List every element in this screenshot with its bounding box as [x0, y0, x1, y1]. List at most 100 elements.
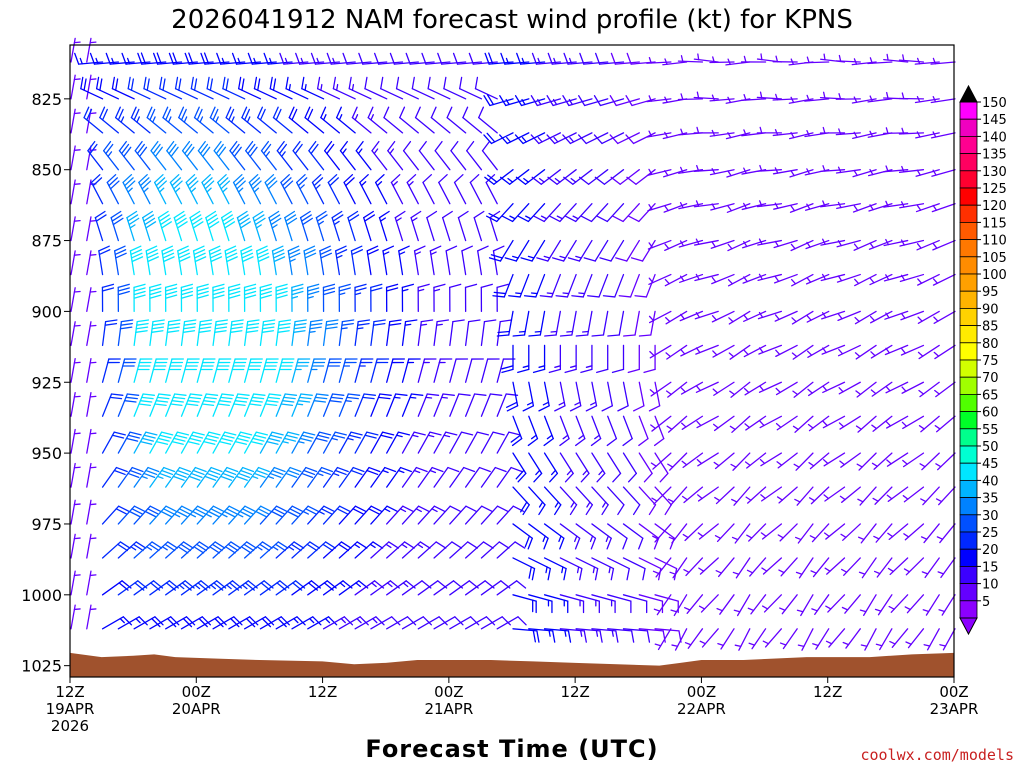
barb-feather [296, 616, 306, 626]
wind-barb [638, 310, 656, 337]
barb-feather [188, 396, 202, 400]
barb-half-feather [808, 497, 816, 502]
barb-feather [404, 319, 418, 323]
wind-barb [693, 164, 719, 172]
wind-barb [842, 628, 861, 649]
barb-feather [522, 504, 530, 516]
wind-barb [224, 245, 238, 276]
barb-half-feather [561, 566, 564, 574]
barb-feather [293, 541, 305, 549]
wind-barb [464, 319, 481, 347]
barb-feather [294, 143, 303, 155]
wind-barb [776, 452, 798, 469]
barb-feather [599, 630, 603, 643]
barb-half-feather [317, 220, 324, 226]
barb-half-feather [173, 513, 181, 518]
barb-feather [268, 393, 282, 396]
barb-half-feather [509, 215, 516, 220]
wind-barb [546, 132, 577, 145]
barb-feather [101, 287, 115, 292]
wind-barb [370, 505, 398, 525]
barb-feather [236, 437, 249, 442]
wind-barb [180, 283, 194, 313]
barb-feather [473, 210, 485, 219]
barb-feather [336, 466, 349, 473]
wind-barb [117, 283, 130, 313]
barb-feather [161, 245, 174, 252]
wind-barb [322, 431, 347, 454]
barb-half-feather [681, 495, 688, 501]
x-tick-label: 2026 [51, 717, 89, 735]
barb-half-feather [315, 184, 321, 190]
barb-half-feather [822, 385, 828, 392]
barb-feather [176, 221, 188, 229]
wind-barb [197, 140, 214, 171]
wind-barb [789, 169, 814, 178]
wind-barb [322, 358, 342, 383]
wind-barb [857, 486, 877, 506]
barb-feather [111, 434, 125, 439]
barb-shaft [70, 604, 76, 630]
barb-feather [147, 466, 160, 473]
barb-feather [208, 431, 221, 436]
wind-barb [902, 486, 925, 503]
barb-feather [253, 214, 265, 222]
barb-feather [158, 214, 170, 222]
wind-barb [852, 169, 877, 178]
barb-feather [166, 330, 180, 333]
colorbar-bin [959, 101, 978, 120]
wind-barb [562, 132, 593, 145]
wind-barb [189, 210, 204, 242]
barb-shaft [86, 570, 92, 596]
barb-feather [297, 400, 311, 403]
barb-half-feather [743, 387, 750, 394]
barb-feather [366, 245, 379, 252]
barb-half-feather [392, 181, 398, 187]
wind-barb [276, 140, 293, 171]
wind-barb [868, 239, 893, 250]
barb-half-feather [189, 513, 197, 518]
barb-shaft [362, 61, 388, 65]
wind-barb [480, 358, 500, 383]
barb-feather [315, 437, 328, 442]
wind-barb [611, 344, 625, 374]
barb-feather [196, 108, 203, 121]
wind-barb [792, 415, 814, 433]
barb-feather [648, 504, 657, 516]
barb-half-feather [774, 202, 779, 209]
barb-feather [303, 249, 316, 256]
barb-feather [113, 431, 126, 436]
barb-feather [182, 617, 193, 628]
barb-feather [234, 400, 248, 403]
wind-barb [481, 140, 498, 171]
barb-shaft [587, 169, 609, 185]
y-tick-label: 900 [31, 302, 62, 321]
barb-feather [559, 537, 565, 550]
barb-feather [531, 176, 542, 185]
barb-half-feather [73, 537, 81, 540]
barb-half-feather [681, 422, 687, 428]
wind-barb [607, 594, 632, 614]
barb-feather [442, 393, 456, 396]
barb-feather [217, 146, 227, 158]
barb-feather [119, 326, 133, 330]
wind-barb [291, 505, 319, 525]
barb-shaft [70, 145, 76, 171]
barb-half-feather [572, 215, 579, 220]
colorbar-bin [959, 204, 978, 223]
barb-feather [105, 52, 111, 65]
wind-barb [714, 523, 735, 543]
barb-feather [348, 434, 361, 439]
barb-feather [343, 174, 354, 184]
barb-half-feather [806, 94, 810, 102]
wind-barb [180, 319, 197, 347]
wind-barb [569, 381, 582, 412]
wind-barb [664, 239, 688, 252]
barb-feather [185, 616, 196, 626]
barb-half-feather [355, 582, 362, 588]
barb-feather [198, 541, 210, 549]
barb-feather [111, 214, 123, 222]
barb-feather [131, 256, 144, 263]
wind-barb [307, 616, 338, 630]
barb-feather [150, 140, 159, 152]
